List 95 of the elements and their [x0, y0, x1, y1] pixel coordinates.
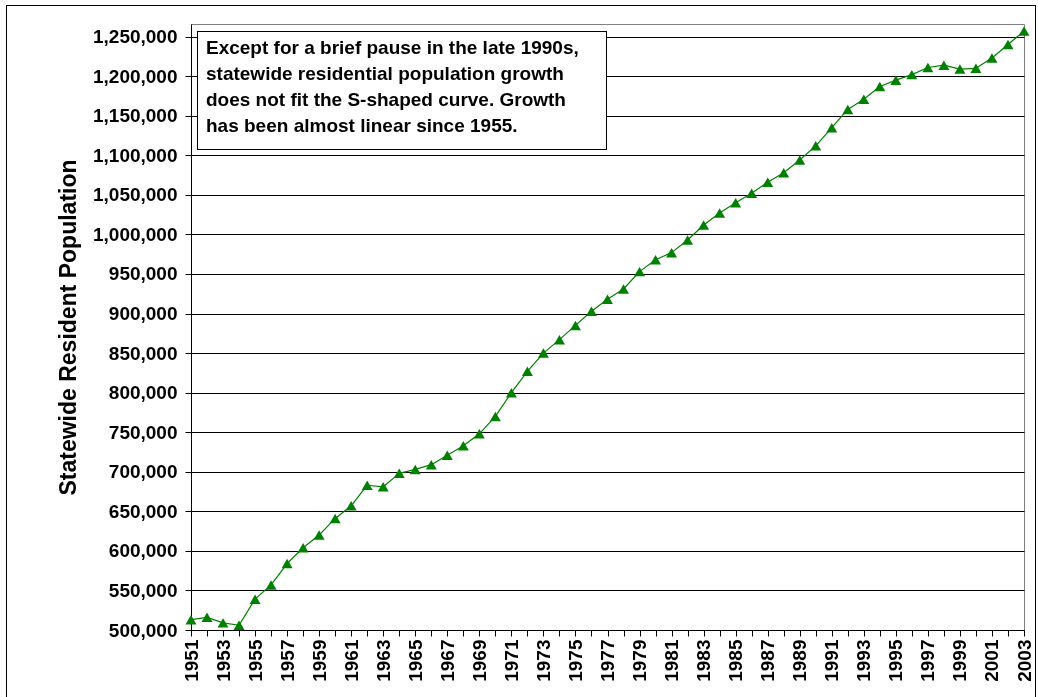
- point: [986, 53, 998, 63]
- point: [329, 513, 341, 524]
- y-axis-title: Statewide Resident Population: [54, 159, 81, 496]
- point: [730, 198, 742, 208]
- point: [890, 75, 902, 85]
- point: [265, 580, 277, 590]
- y-tick-label: 1,150,000: [92, 105, 178, 127]
- x-tick-label: 1965: [404, 639, 426, 682]
- x-tick-label: 1981: [661, 639, 683, 682]
- point: [906, 69, 918, 80]
- point: [810, 141, 822, 151]
- point: [714, 208, 726, 218]
- point: [457, 440, 469, 451]
- point: [586, 306, 597, 316]
- x-tick-label: 1983: [693, 639, 715, 682]
- y-tick-label: 850,000: [108, 342, 178, 364]
- point: [970, 63, 982, 74]
- point: [682, 235, 694, 245]
- point: [537, 348, 549, 358]
- point: [377, 482, 389, 492]
- point: [634, 266, 646, 277]
- point: [393, 468, 405, 479]
- x-tick-label: 1979: [629, 639, 651, 682]
- y-tick-label: 550,000: [108, 579, 178, 601]
- point: [233, 620, 245, 630]
- point: [473, 429, 485, 439]
- x-tick-label: 1993: [853, 639, 875, 682]
- point: [441, 450, 453, 460]
- point: [618, 284, 629, 294]
- point: [826, 122, 838, 133]
- point: [1018, 26, 1030, 36]
- x-tick-label: 1961: [340, 639, 362, 682]
- x-tick-label: 1977: [597, 639, 618, 682]
- point: [698, 220, 710, 230]
- point: [409, 464, 421, 475]
- annotation: Except for a brief pause in the late 1990s, statewide residential population growth does not fit the S-shaped curve. Growth has been almost linear since 1955.: [197, 31, 607, 150]
- x-tick-label: 2003: [1013, 639, 1035, 682]
- point: [938, 60, 950, 70]
- y-tick-label: 1,100,000: [92, 144, 178, 166]
- point: [521, 366, 533, 377]
- point: [746, 188, 758, 199]
- x-tick-label: 1953: [212, 639, 234, 682]
- y-tick-label: 650,000: [108, 500, 178, 522]
- point: [201, 612, 213, 623]
- y-tick-label: 1,000,000: [92, 223, 178, 245]
- x-tick-label: 1997: [917, 639, 939, 682]
- x-tick-label: 1969: [468, 639, 490, 682]
- x-tick-label: 1987: [757, 639, 779, 682]
- point: [874, 81, 886, 92]
- x-tick-label: 1971: [500, 639, 522, 682]
- y-tick-label: 1,200,000: [92, 65, 178, 87]
- x-tick-label: 1963: [372, 639, 394, 682]
- point: [217, 618, 229, 628]
- y-tick-label: 600,000: [108, 540, 178, 562]
- y-tick-label: 700,000: [108, 461, 178, 483]
- point: [249, 594, 261, 604]
- y-tick-label: 1,250,000: [92, 26, 178, 48]
- point: [425, 459, 437, 470]
- y-tick-label: 800,000: [108, 382, 178, 404]
- point: [1002, 39, 1014, 50]
- x-tick-label: 1967: [436, 639, 458, 682]
- point: [361, 480, 373, 490]
- point: [794, 155, 806, 165]
- x-tick-label: 1973: [532, 639, 554, 682]
- y-tick-label: 500,000: [108, 619, 178, 641]
- x-tick-label: 1999: [949, 639, 971, 682]
- x-tick-label: 1959: [308, 639, 330, 682]
- x-tick-label: 1989: [789, 639, 811, 682]
- x-tick-label: 1955: [244, 639, 266, 682]
- point: [553, 334, 565, 345]
- y-tick-label: 750,000: [108, 421, 178, 443]
- x-tick-label: 1957: [276, 639, 298, 682]
- point: [281, 558, 293, 569]
- point: [666, 247, 678, 258]
- point: [345, 501, 357, 511]
- point: [505, 387, 517, 398]
- point: [954, 64, 966, 74]
- x-tick-label: 1985: [725, 639, 747, 682]
- point: [762, 177, 774, 187]
- point: [313, 530, 325, 540]
- x-tick-label: 1975: [564, 639, 586, 682]
- y-tick-label: 900,000: [108, 303, 178, 325]
- x-tick-label: 1951: [180, 639, 202, 682]
- point: [842, 104, 854, 115]
- point: [569, 320, 581, 331]
- point: [489, 411, 501, 422]
- y-tick-label: 1,050,000: [92, 184, 178, 206]
- x-tick-label: 1991: [821, 639, 843, 682]
- point: [858, 94, 870, 104]
- point: [922, 62, 934, 73]
- y-tick-label: 950,000: [108, 263, 178, 285]
- point: [602, 294, 613, 305]
- x-tick-label: 1995: [885, 639, 907, 682]
- x-tick-label: 2001: [981, 639, 1003, 682]
- point: [778, 167, 790, 178]
